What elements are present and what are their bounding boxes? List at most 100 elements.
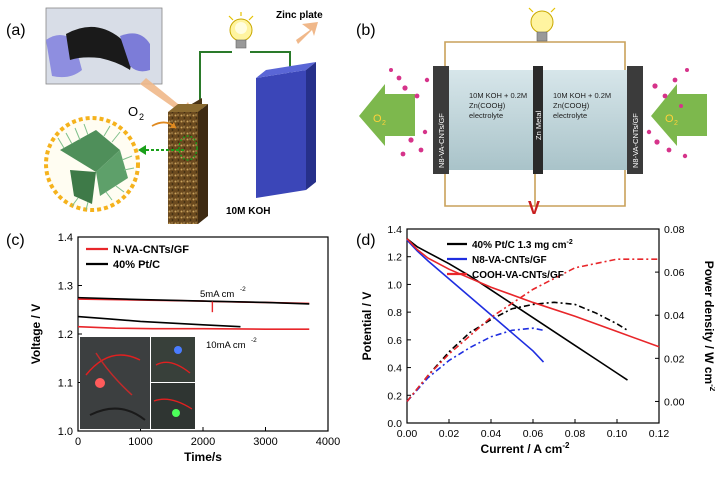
right-electrolyte-line-2: Zn(COOH) <box>553 101 590 110</box>
oxygen-label: O <box>128 104 138 119</box>
light-bulb-icon <box>528 7 556 42</box>
x-tick-label: 0.06 <box>523 428 544 440</box>
y-tick-label: 1.1 <box>58 378 73 390</box>
y-tick-label: 0.0 <box>387 418 402 430</box>
oxygen-molecule-dots <box>389 68 689 159</box>
zinc-plate-label: Zinc plate <box>276 10 323 21</box>
legend-label-exp: -2 <box>566 239 572 246</box>
polarization-curve <box>406 239 545 363</box>
x-tick-label: 0 <box>75 436 81 448</box>
left-electrolyte-line-3: electrolyte <box>469 111 503 120</box>
voltmeter-label: V <box>528 198 540 218</box>
left-electrolyte-sub: 2 <box>499 107 502 113</box>
y-right-tick-label: 0.02 <box>664 353 685 365</box>
power-density-curve <box>406 258 659 402</box>
electrolyte-label: 10M KOH <box>226 206 270 217</box>
x-axis-label: Current / A cm-2 <box>481 441 570 456</box>
annotation-10ma: 10mA cm <box>206 340 246 351</box>
legend-label: 40% Pt/C <box>113 259 160 271</box>
x-tick-label: 0.02 <box>439 428 460 440</box>
right-electrode-label: N8-VA-CNTs/GF <box>631 113 640 168</box>
arrow-zinc-plate-icon <box>296 22 318 44</box>
zinc-plate <box>256 70 306 198</box>
left-electrode-label: N8-VA-CNTs/GF <box>437 113 446 168</box>
right-o2-sub: 2 <box>674 120 678 127</box>
left-o2-label: O <box>373 113 382 125</box>
series-line <box>77 315 241 328</box>
voltage-time-chart: 0 1000 2000 3000 4000 1.0 1.1 1.2 1.3 1.4 Time/s Vo… <box>29 232 340 464</box>
panel-a-schematic: Zinc plate 10M KOH O 2 <box>44 7 323 224</box>
x-tick-label: 0.00 <box>397 428 418 440</box>
series-line <box>77 325 310 330</box>
x-tick-label: 2000 <box>191 436 215 448</box>
circuit-wire <box>199 51 232 110</box>
power-density-curve <box>406 327 544 402</box>
y-axis-label: Potential / V <box>360 292 374 361</box>
x-tick-label: 1000 <box>128 436 152 448</box>
legend-label: N-VA-CNTs/GF <box>113 244 189 256</box>
left-electrolyte-line-2: Zn(COOH) <box>469 101 506 110</box>
x-tick-label: 3000 <box>253 436 277 448</box>
right-electrolyte-line-1: 10M KOH + 0.2M <box>553 91 611 100</box>
y-right-tick-label: 0.04 <box>664 310 685 322</box>
x-axis-label-exp: -2 <box>562 441 570 450</box>
light-bulb-icon <box>228 12 254 49</box>
y-tick-label: 1.2 <box>58 329 73 341</box>
x-tick-label: 0.08 <box>565 428 586 440</box>
black-electrode-film <box>66 26 132 70</box>
oxygen-subscript: 2 <box>139 112 144 122</box>
series-line <box>77 296 310 305</box>
y-tick-label: 0.2 <box>387 390 402 402</box>
right-electrolyte-line-3: electrolyte <box>553 111 587 120</box>
y-tick-label: 1.4 <box>387 225 402 236</box>
polarization-power-chart: 0.00 0.02 0.04 0.06 0.08 0.10 0.12 0.0 0.2 0.4 0.6… <box>360 225 715 456</box>
panel-c-label: (c) <box>6 232 25 249</box>
y-right-tick-label: 0.08 <box>664 225 685 236</box>
left-o2-arrow-icon <box>359 84 415 146</box>
y-right-tick-label: 0.06 <box>664 267 685 279</box>
left-o2-sub: 2 <box>382 120 386 127</box>
right-electrolyte-text: 10M KOH + 0.2M Zn(COOH) 2 electrolyte <box>553 91 611 120</box>
y-right-tick-label: 0.00 <box>664 396 685 408</box>
y-tick-label: 0.8 <box>387 307 402 319</box>
left-electrode-bar <box>433 66 449 174</box>
x-tick-label: 0.04 <box>481 428 502 440</box>
air-electrode-face <box>168 112 198 224</box>
glove-hand-right <box>120 33 150 72</box>
x-axis-label: Time/s <box>184 450 222 464</box>
left-electrolyte-chamber <box>449 70 533 170</box>
y-tick-label: 1.4 <box>58 232 73 244</box>
zinc-metal-label: Zn Metal <box>534 110 543 140</box>
led-photos-inset <box>80 337 195 429</box>
right-o2-label: O <box>665 113 674 125</box>
panel-b-label: (b) <box>356 22 376 39</box>
legend-label: 40% Pt/C 1.3 mg cm-2 <box>472 239 573 251</box>
annotation-5ma-exp: -2 <box>240 286 246 293</box>
cnt-structure-icon <box>57 123 135 211</box>
y-tick-label: 1.0 <box>387 279 402 291</box>
x-tick-label: 4000 <box>316 436 340 448</box>
panel-a-label: (a) <box>6 22 26 39</box>
y-right-axis-label: Power density / W cm-2 <box>702 261 715 392</box>
y-tick-label: 1.3 <box>58 281 73 293</box>
y-tick-label: 0.6 <box>387 335 402 347</box>
polarization-curve <box>406 238 660 348</box>
right-electrolyte-chamber <box>543 70 627 170</box>
circuit-wire-top <box>444 41 626 70</box>
panel-b-schematic: N8-VA-CNTs/GF N8-VA-CNTs/GF Zn Metal 10M… <box>359 7 707 218</box>
y-right-axis-label-exp: -2 <box>708 384 715 392</box>
highlight-circle <box>178 135 198 161</box>
annotation-10ma-exp: -2 <box>251 337 257 344</box>
legend-label: COOH-VA-CNTs/GF <box>472 270 564 281</box>
right-o2-arrow-icon <box>651 84 707 146</box>
power-density-curve <box>406 301 628 402</box>
chart-c-legend: N-VA-CNTs/GF 40% Pt/C <box>86 244 189 271</box>
left-electrolyte-line-1: 10M KOH + 0.2M <box>469 91 527 100</box>
y-tick-label: 0.4 <box>387 363 402 375</box>
chart-d-legend: 40% Pt/C 1.3 mg cm-2 N8-VA-CNTs/GF COOH-VA… <box>447 239 573 281</box>
zinc-metal-bar <box>533 66 543 174</box>
y-tick-label: 1.0 <box>58 426 73 438</box>
x-tick-label: 0.12 <box>649 428 670 440</box>
right-electrode-bar <box>627 66 643 174</box>
left-electrolyte-text: 10M KOH + 0.2M Zn(COOH) 2 electrolyte <box>469 91 527 120</box>
